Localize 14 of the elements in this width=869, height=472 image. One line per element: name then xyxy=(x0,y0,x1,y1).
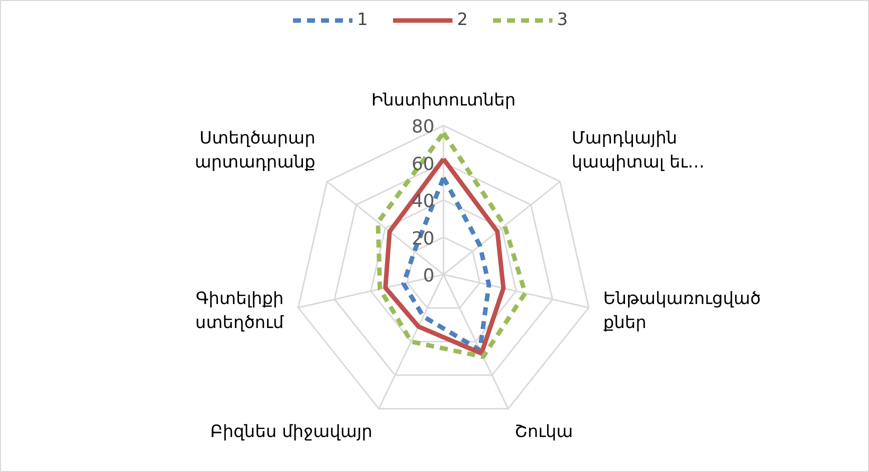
y-tick-label: 20 xyxy=(412,228,434,250)
spoke-label: Շուկա xyxy=(514,422,573,442)
legend-label: 3 xyxy=(557,10,569,30)
spoke-label: Ինստիտուտներ xyxy=(371,90,516,111)
y-tick-label: 60 xyxy=(412,154,434,175)
spoke-label: Ենթակառուցված քներ xyxy=(603,288,761,333)
legend-label: 1 xyxy=(357,10,369,30)
y-tick-label: 0 xyxy=(423,266,434,286)
spoke-label: Մարդկային կապիտալ եւ… xyxy=(572,128,705,172)
spoke-label: Գիտելիքի ստեղծում xyxy=(195,288,284,333)
spoke-label: Բիզնես միջավայր xyxy=(210,422,372,442)
y-tick-label: 80 xyxy=(412,116,434,138)
spoke-label: Ստեղծարար արտադրանք xyxy=(194,128,316,172)
legend-label: 2 xyxy=(457,10,469,30)
